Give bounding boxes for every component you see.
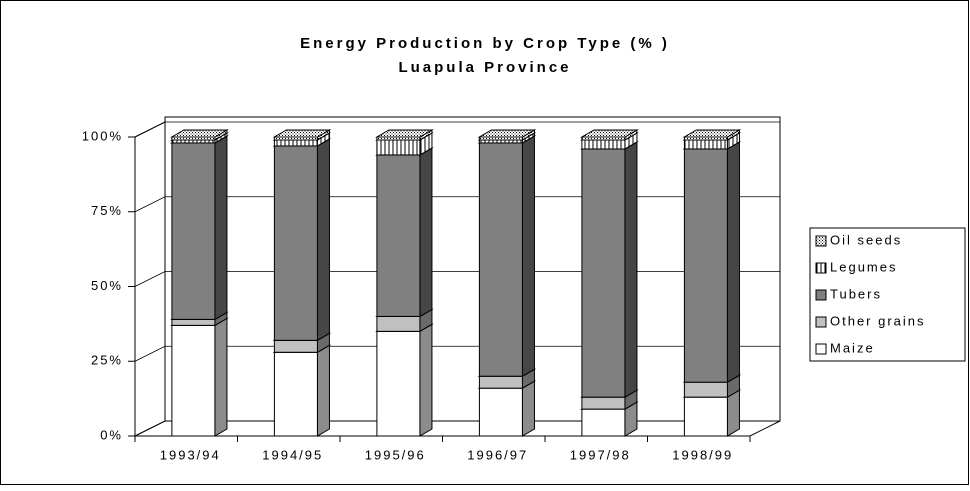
grid-line	[134, 345, 780, 362]
legend-swatch	[815, 262, 827, 274]
y-tick-label: 50%	[91, 278, 123, 293]
bar-segment	[272, 344, 332, 437]
legend-label: Other grains	[830, 313, 926, 328]
bar-segment	[375, 323, 434, 437]
bar-segment	[272, 138, 332, 342]
bar-top	[170, 129, 229, 138]
bar-top	[682, 129, 742, 138]
bar-segment	[272, 129, 332, 141]
bar-segment	[170, 317, 229, 437]
legend-box	[809, 227, 966, 362]
bar-segment	[477, 380, 537, 437]
bar-front	[273, 145, 318, 341]
bar-segment	[375, 129, 434, 141]
legend-label: Legumes	[830, 259, 897, 274]
bar-side	[419, 323, 433, 437]
y-tick-label: 0%	[100, 427, 123, 442]
bar-front	[171, 324, 216, 437]
chart-title: Energy Production by Crop Type (% )	[300, 35, 670, 52]
bar-front	[376, 154, 421, 317]
legend-swatch	[815, 289, 827, 301]
bar-front	[376, 315, 421, 332]
bar-segment	[580, 141, 639, 399]
grid-line	[134, 121, 780, 138]
bar-front	[581, 396, 626, 410]
bar-front	[683, 139, 728, 150]
bar-front	[683, 381, 728, 398]
x-tick-label: 1994/95	[262, 447, 323, 462]
y-tick-label: 25%	[91, 353, 123, 368]
grid-line	[134, 420, 780, 437]
bar-front	[581, 408, 626, 437]
bar-top	[272, 129, 332, 138]
bar-front	[478, 142, 523, 377]
bar-side	[214, 135, 228, 321]
bar-front	[683, 148, 728, 383]
bar-side	[624, 141, 638, 399]
bar-segment	[170, 135, 229, 321]
bar-segment	[682, 129, 742, 141]
bar-front	[581, 139, 626, 150]
bar-front	[376, 139, 421, 156]
bar-front	[581, 148, 626, 398]
bar-side	[521, 380, 535, 437]
legend-label: Tubers	[830, 286, 882, 301]
x-tick-label: 1998/99	[672, 447, 733, 462]
bar-segment	[477, 135, 537, 378]
bar-side	[214, 317, 228, 437]
bar-front	[171, 318, 216, 326]
bar-top	[580, 129, 639, 138]
bar-side	[726, 141, 740, 384]
bar-side	[316, 344, 330, 437]
bar-side	[726, 389, 740, 437]
bar-front	[478, 375, 523, 389]
bar-side	[316, 138, 330, 342]
y-tick-label: 75%	[91, 203, 123, 218]
bar-top	[375, 129, 434, 138]
bar-front	[683, 396, 728, 437]
bar-segment	[580, 129, 639, 141]
x-tick-label: 1997/98	[570, 447, 631, 462]
legend-label: Oil seeds	[830, 232, 902, 247]
legend-label: Maize	[830, 340, 875, 355]
bar-front	[273, 339, 318, 353]
bar-segment	[170, 129, 229, 141]
legend-swatch	[815, 235, 827, 247]
chart-subtitle: Luapula Province	[398, 59, 571, 76]
bar-segment	[477, 129, 537, 141]
bar-segment	[375, 147, 434, 318]
x-tick-label: 1995/96	[365, 447, 426, 462]
grid-line	[134, 196, 780, 213]
bar-front	[273, 351, 318, 437]
bar-segment	[682, 141, 742, 384]
bar-front	[478, 387, 523, 437]
x-tick-label: 1993/94	[160, 447, 221, 462]
bar-side	[419, 147, 433, 318]
bar-front	[171, 142, 216, 320]
legend-swatch	[815, 316, 827, 328]
x-tick-label: 1996/97	[467, 447, 528, 462]
bar-side	[521, 135, 535, 378]
y-tick-label: 100%	[82, 128, 123, 143]
bar-top	[477, 129, 537, 138]
bar-front	[376, 330, 421, 437]
grid-line	[134, 271, 780, 287]
bar-front	[273, 139, 318, 147]
legend-swatch	[815, 343, 827, 355]
